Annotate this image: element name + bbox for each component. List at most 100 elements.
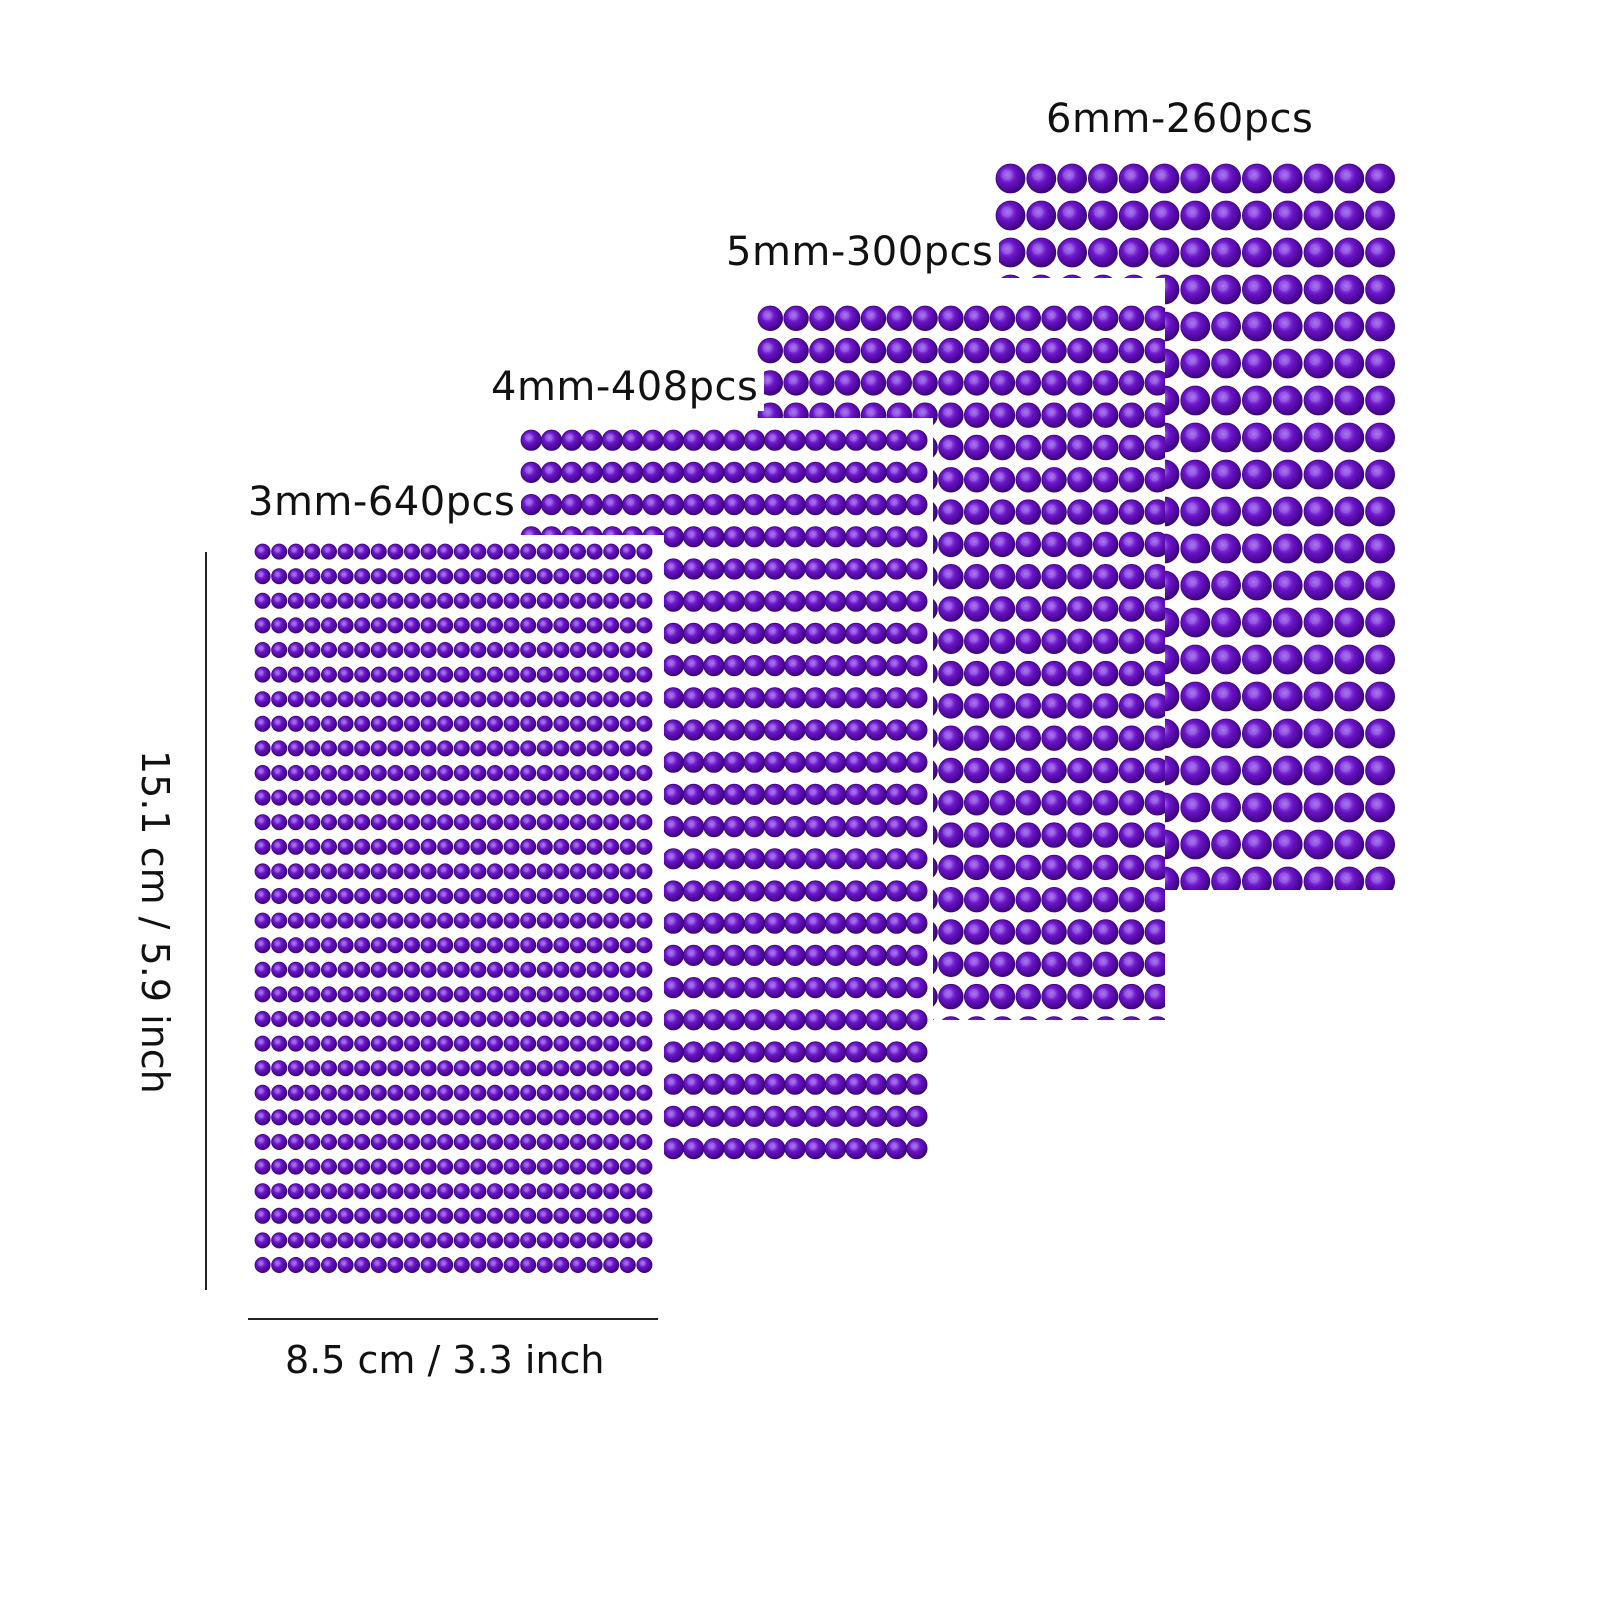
rhinestone-5mm bbox=[1041, 660, 1067, 687]
rhinestone-facet-3mm bbox=[307, 792, 314, 799]
rhinestone-facet-3mm bbox=[357, 596, 364, 602]
rhinestone-3mm bbox=[553, 814, 570, 831]
rhinestone-3mm bbox=[304, 1109, 321, 1126]
rhinestone-facet-5mm bbox=[1020, 795, 1030, 805]
rhinestone-facet-4mm bbox=[890, 433, 898, 442]
rhinestone-5mm bbox=[1067, 531, 1093, 558]
rhinestone-facet-5mm bbox=[994, 698, 1005, 708]
rhinestone-facet-4mm bbox=[808, 498, 817, 506]
rhinestone-facet-5mm bbox=[994, 924, 1005, 934]
rhinestone-3mm bbox=[470, 568, 487, 585]
rhinestone-facet-5mm bbox=[994, 762, 1005, 773]
rhinestone-3mm bbox=[254, 1232, 271, 1249]
rhinestone-facet-3mm bbox=[307, 1038, 314, 1045]
rhinestone-3mm bbox=[354, 1134, 371, 1151]
rhinestone-facet-3mm bbox=[274, 989, 281, 996]
rhinestone-facet-3mm bbox=[307, 620, 314, 627]
rhinestone-facet-3mm bbox=[573, 694, 579, 701]
rhinestone-facet-6mm bbox=[1216, 576, 1228, 588]
rhinestone-3mm bbox=[370, 543, 387, 560]
rhinestone-facet-3mm bbox=[324, 965, 330, 971]
rhinestone-facet-3mm bbox=[257, 940, 264, 947]
rhinestone-3mm bbox=[470, 838, 487, 855]
rhinestone-3mm bbox=[636, 1060, 653, 1077]
rhinestone-facet-3mm bbox=[307, 940, 314, 947]
rhinestone-5mm bbox=[1144, 499, 1165, 525]
rhinestone-3mm bbox=[271, 1207, 288, 1224]
rhinestone-facet-4mm bbox=[788, 852, 797, 861]
rhinestone-facet-3mm bbox=[307, 1161, 314, 1168]
rhinestone-3mm bbox=[636, 1257, 653, 1274]
rhinestone-3mm bbox=[520, 1183, 537, 1200]
rhinestone-6mm bbox=[1211, 274, 1242, 305]
rhinestone-facet-4mm bbox=[808, 433, 817, 442]
rhinestone-facet-4mm bbox=[890, 1142, 898, 1150]
rhinestone-facet-4mm bbox=[727, 562, 736, 571]
rhinestone-3mm bbox=[304, 764, 321, 781]
rhinestone-facet-3mm bbox=[291, 571, 297, 578]
rhinestone-facet-4mm bbox=[727, 498, 736, 506]
rhinestone-facet-6mm bbox=[1309, 798, 1321, 810]
rhinestone-3mm bbox=[536, 691, 553, 708]
rhinestone-3mm bbox=[520, 863, 537, 880]
rhinestone-5mm bbox=[989, 531, 1016, 558]
rhinestone-facet-3mm bbox=[506, 915, 513, 922]
rhinestone-3mm bbox=[387, 1060, 404, 1077]
rhinestone-facet-3mm bbox=[606, 1186, 613, 1193]
rhinestone-facet-3mm bbox=[357, 965, 364, 971]
rhinestone-3mm bbox=[453, 789, 470, 806]
rhinestone-5mm bbox=[1118, 822, 1145, 848]
rhinestone-facet-3mm bbox=[423, 965, 430, 971]
rhinestone-3mm bbox=[619, 764, 636, 781]
rhinestone-facet-3mm bbox=[374, 1014, 380, 1020]
rhinestone-3mm bbox=[354, 789, 371, 806]
rhinestone-facet-6mm bbox=[1278, 280, 1290, 292]
rhinestone-facet-3mm bbox=[274, 891, 281, 897]
rhinestone-3mm bbox=[254, 715, 271, 732]
rhinestone-6mm bbox=[1180, 496, 1211, 527]
rhinestone-facet-3mm bbox=[506, 768, 513, 774]
rhinestone-facet-3mm bbox=[589, 1260, 596, 1266]
rhinestone-3mm bbox=[403, 1232, 420, 1249]
rhinestone-facet-3mm bbox=[291, 1235, 297, 1242]
rhinestone-facet-6mm bbox=[1340, 872, 1352, 884]
rhinestone-5mm bbox=[1144, 337, 1165, 364]
rhinestone-3mm bbox=[420, 1084, 437, 1101]
rhinestone-5mm bbox=[1144, 402, 1165, 428]
rhinestone-facet-3mm bbox=[374, 1260, 380, 1266]
rhinestone-3mm bbox=[536, 666, 553, 683]
rhinestone-3mm bbox=[254, 912, 271, 929]
rhinestone-facet-6mm bbox=[1247, 280, 1259, 292]
rhinestone-facet-3mm bbox=[291, 1063, 297, 1070]
rhinestone-facet-5mm bbox=[968, 891, 979, 902]
rhinestone-5mm bbox=[1093, 499, 1119, 525]
rhinestone-3mm bbox=[470, 1232, 487, 1249]
rhinestone-facet-5mm bbox=[762, 375, 772, 385]
rhinestone-3mm bbox=[536, 543, 553, 560]
rhinestone-facet-3mm bbox=[291, 546, 297, 553]
rhinestone-3mm bbox=[304, 1257, 321, 1274]
rhinestone-facet-6mm bbox=[1247, 872, 1259, 884]
rhinestone-facet-3mm bbox=[556, 1235, 563, 1242]
rhinestone-facet-3mm bbox=[440, 571, 447, 578]
rhinestone-facet-5mm bbox=[1020, 601, 1030, 611]
rhinestone-facet-3mm bbox=[291, 669, 297, 676]
rhinestone-facet-5mm bbox=[943, 762, 953, 773]
rhinestone-3mm bbox=[354, 887, 371, 904]
rhinestone-4mm bbox=[906, 848, 928, 870]
rhinestone-5mm bbox=[989, 854, 1016, 881]
rhinestone-facet-4mm bbox=[849, 433, 858, 442]
rhinestone-3mm bbox=[337, 961, 354, 978]
rhinestone-3mm bbox=[370, 1232, 387, 1249]
rhinestone-facet-3mm bbox=[623, 1161, 629, 1168]
rhinestone-3mm bbox=[403, 1158, 420, 1175]
rhinestone-6mm bbox=[1241, 607, 1272, 638]
rhinestone-facet-6mm bbox=[1309, 539, 1321, 551]
rhinestone-facet-4mm bbox=[748, 755, 756, 764]
rhinestone-facet-5mm bbox=[1046, 375, 1056, 385]
rhinestone-facet-4mm bbox=[869, 465, 878, 474]
rhinestone-3mm bbox=[420, 863, 437, 880]
rhinestone-3mm bbox=[503, 764, 520, 781]
rhinestone-facet-3mm bbox=[556, 645, 563, 651]
rhinestone-facet-3mm bbox=[291, 1137, 297, 1143]
